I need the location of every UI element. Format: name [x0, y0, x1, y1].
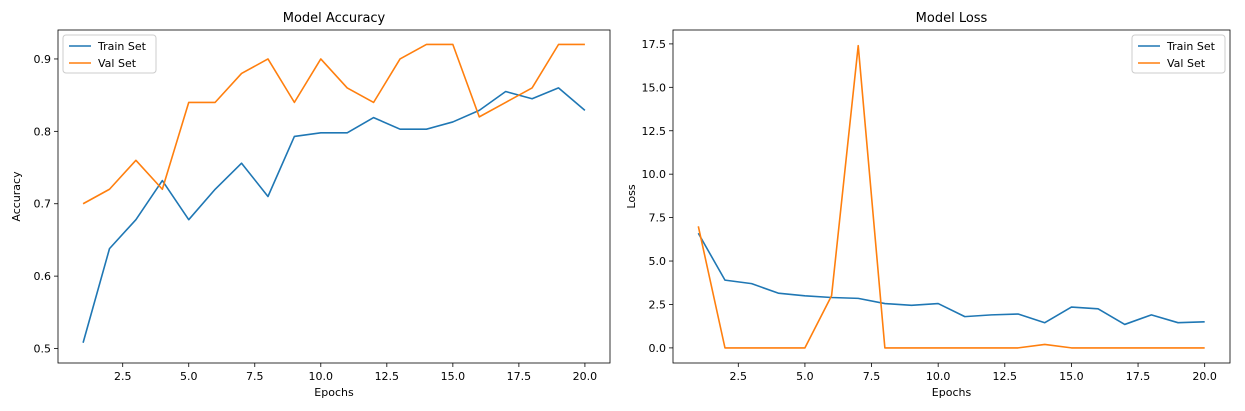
y-tick-label: 5.0 [649, 255, 667, 268]
legend-entry-label: Val Set [98, 57, 137, 70]
x-tick-label: 10.0 [309, 370, 334, 383]
y-tick-label: 0.0 [649, 342, 667, 355]
y-tick-label: 15.0 [642, 81, 667, 94]
y-tick-label: 0.6 [34, 270, 52, 283]
y-tick-label: 17.5 [642, 38, 667, 51]
series-line-train-set [697, 232, 1205, 326]
legend: Train Set Val Set [62, 34, 157, 74]
x-tick-label: 15.0 [441, 370, 466, 383]
accuracy-chart: Model Accuracy 2.5 5.0 7.5 10.0 12.5 15.0 17.5 2… [10, 11, 611, 399]
series-line-val-set [697, 44, 1205, 349]
chart-title: Model Loss [916, 11, 988, 26]
y-tick-label: 7.5 [649, 212, 667, 225]
legend-entry-label: Train Set [1166, 40, 1216, 53]
x-tick-label: 12.5 [375, 370, 400, 383]
x-tick-label: 2.5 [730, 370, 748, 383]
series-line-train-set [82, 87, 586, 343]
x-tick-label: 7.5 [246, 370, 264, 383]
y-tick-label: 0.5 [34, 343, 52, 356]
y-axis-label: Loss [625, 184, 638, 208]
x-tick-label: 17.5 [507, 370, 532, 383]
legend-entry-label: Train Set [97, 40, 147, 53]
x-tick-label: 17.5 [1126, 370, 1151, 383]
y-tick-label: 12.5 [642, 125, 667, 138]
x-tick-label: 20.0 [573, 370, 598, 383]
x-axis-label: Epochs [932, 386, 972, 399]
x-tick-label: 2.5 [114, 370, 132, 383]
axes-frame [57, 29, 611, 364]
y-axis-label: Accuracy [10, 171, 23, 222]
x-tick-label: 7.5 [863, 370, 881, 383]
chart-title: Model Accuracy [283, 11, 386, 26]
legend-entry-label: Val Set [1167, 57, 1206, 70]
y-tick-label: 0.8 [34, 125, 52, 138]
loss-chart: Model Loss 2.5 5.0 7.5 10.0 12.5 15.0 17.5 20.0 0… [625, 11, 1231, 399]
x-tick-label: 10.0 [926, 370, 951, 383]
y-tick-label: 2.5 [649, 298, 667, 311]
axes-frame [672, 29, 1231, 364]
x-tick-label: 5.0 [796, 370, 814, 383]
x-tick-label: 20.0 [1192, 370, 1217, 383]
x-tick-label: 12.5 [993, 370, 1018, 383]
y-tick-label: 10.0 [642, 168, 667, 181]
y-tick-label: 0.7 [34, 198, 52, 211]
y-tick-label: 0.9 [34, 53, 52, 66]
x-axis-label: Epochs [314, 386, 354, 399]
legend: Train Set Val Set [1131, 34, 1226, 74]
series-line-val-set [82, 43, 585, 205]
x-tick-label: 5.0 [180, 370, 198, 383]
x-tick-label: 15.0 [1059, 370, 1084, 383]
